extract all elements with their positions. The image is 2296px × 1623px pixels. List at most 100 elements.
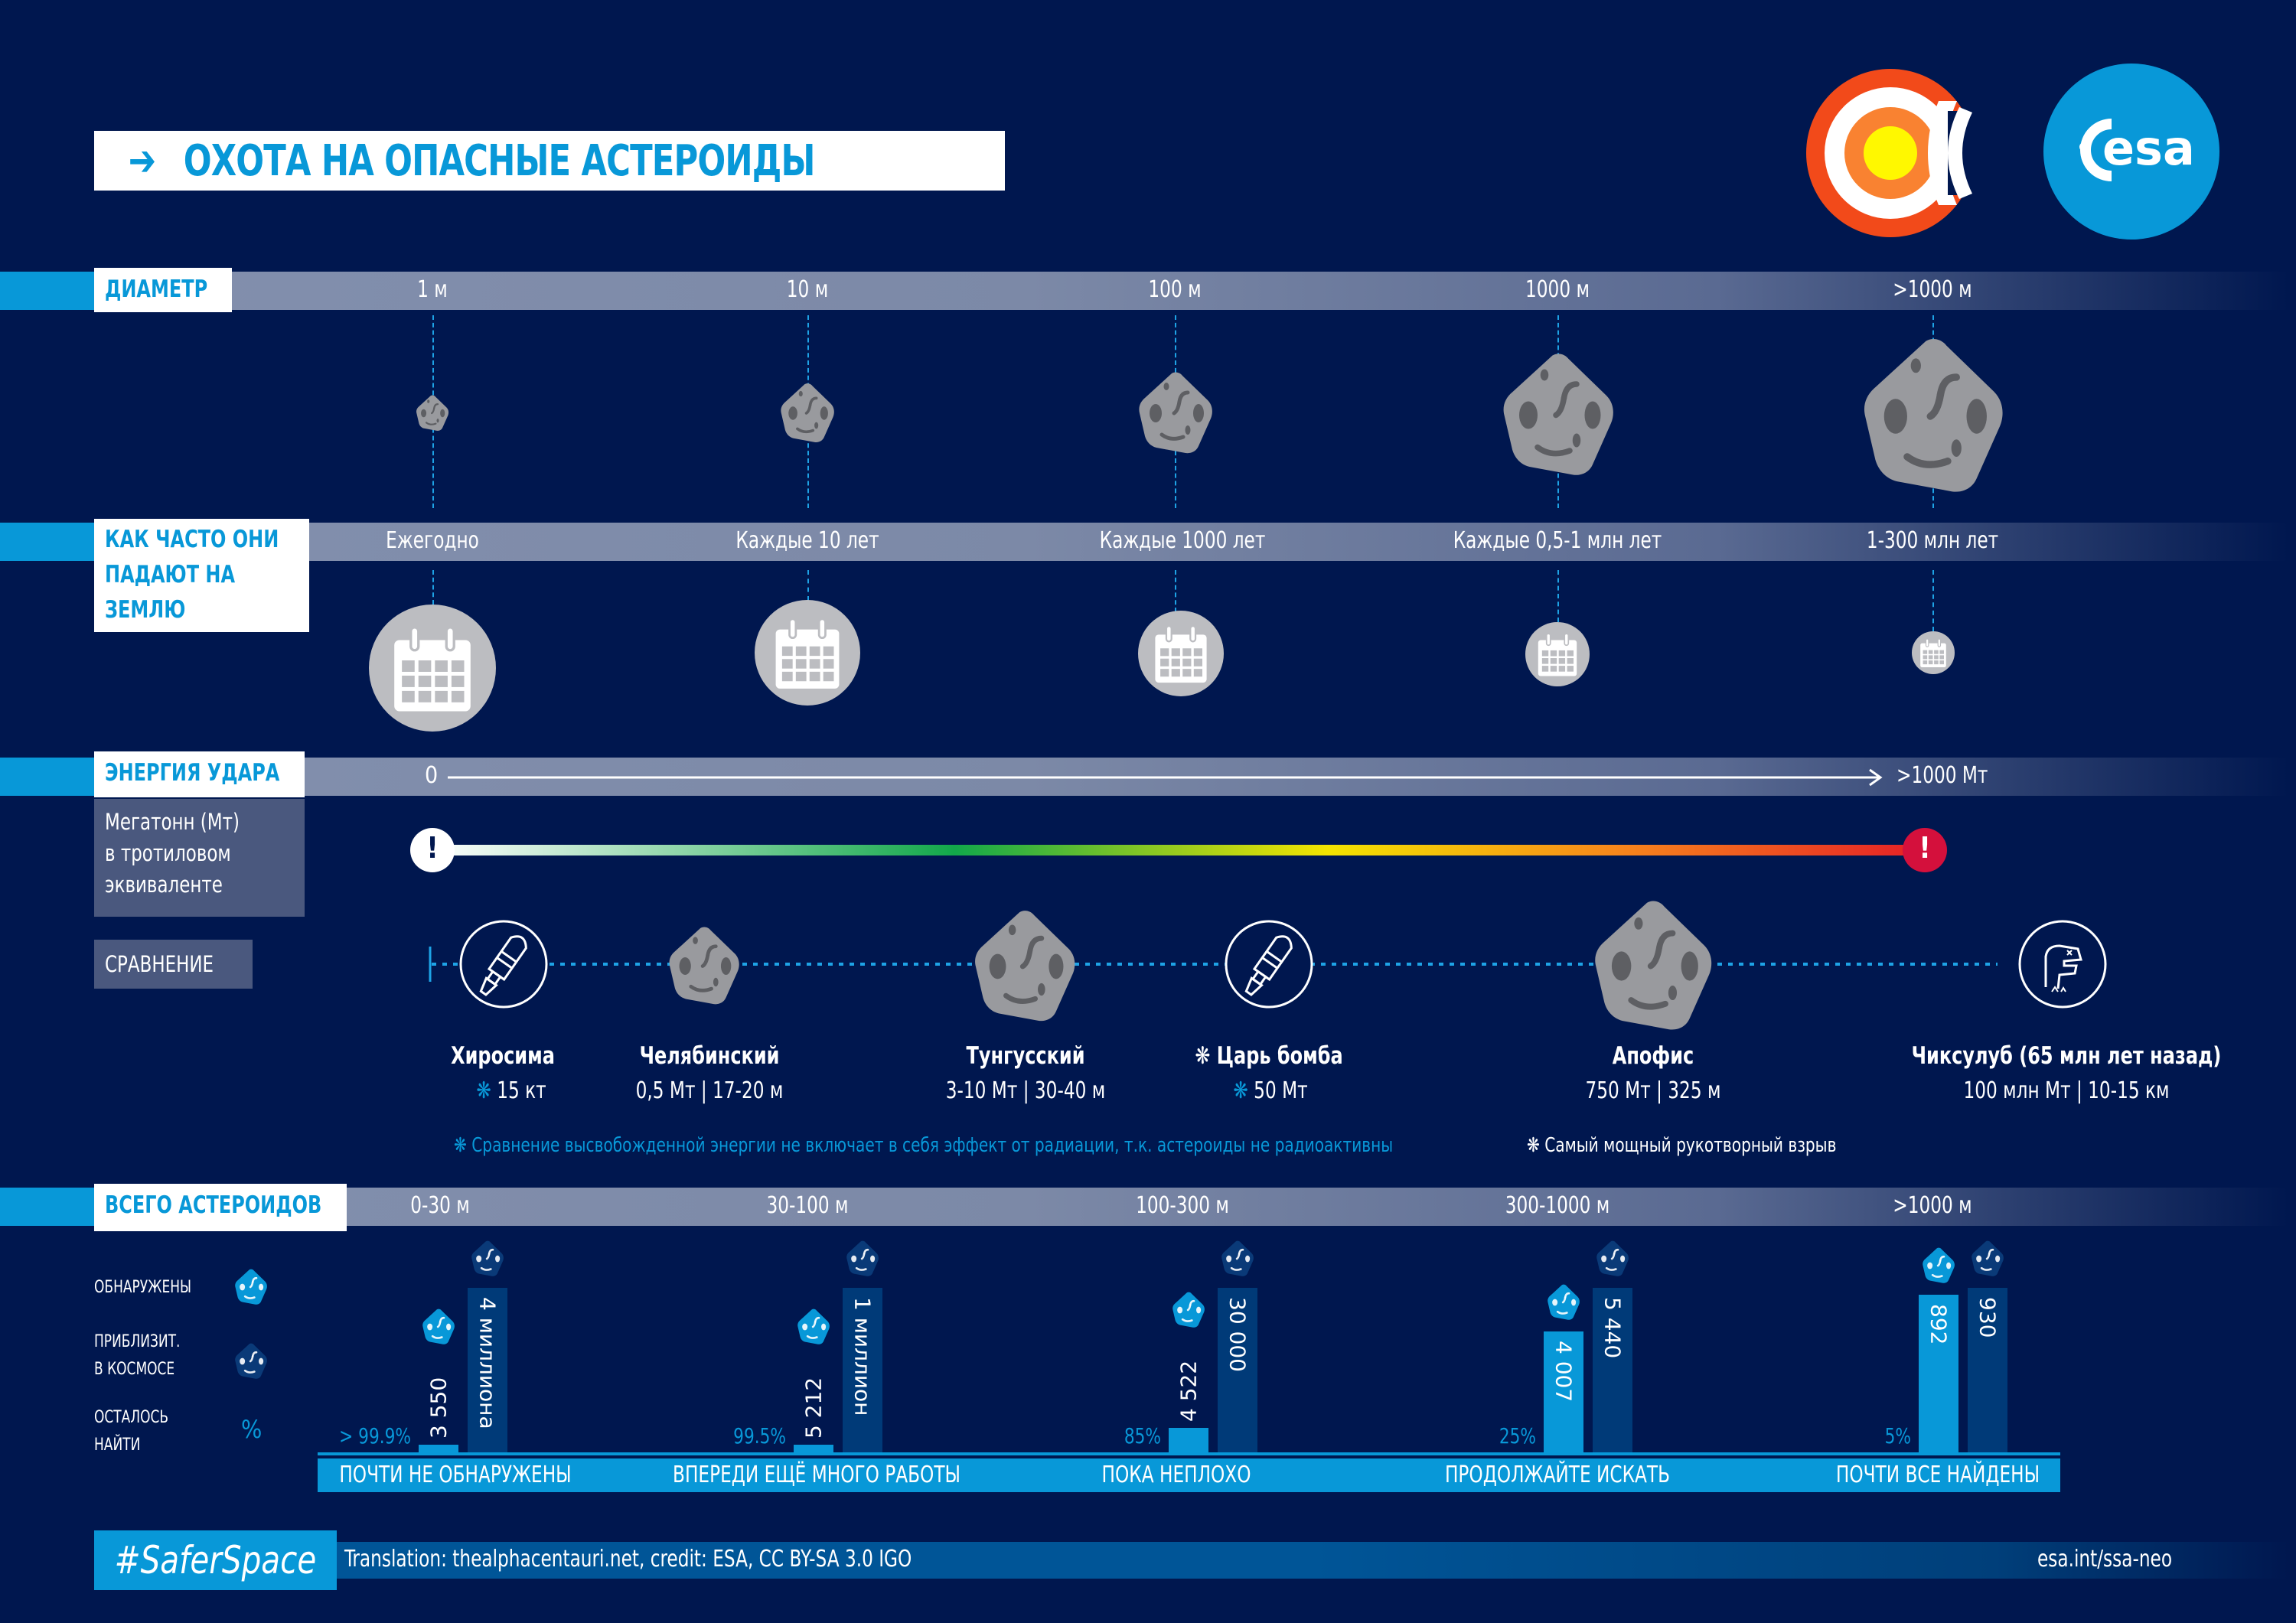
radiation-note: ❋ Сравнение высвобожденной энергии не вк…	[454, 1134, 1394, 1157]
band-accent	[0, 758, 95, 796]
bar-discovered	[1919, 1295, 1958, 1452]
diameter-tick: >1000 м	[1893, 276, 1972, 303]
legend-remaining: ОСТАЛОСЬ НАЙТИ	[94, 1408, 169, 1455]
bar-label-estimated: 30 000	[1225, 1297, 1251, 1372]
bar-label-estimated: 4 миллиона	[475, 1297, 501, 1429]
energy-scale-end: >1000 Мт	[1896, 762, 1988, 789]
calendar-icon	[1138, 611, 1224, 696]
note-marker-white-icon: ❋	[1195, 1042, 1217, 1070]
diameter-label: ДИАМЕТР	[94, 268, 232, 312]
totals-band	[0, 1188, 2288, 1226]
bomb-icon	[1225, 920, 1313, 1009]
bar-label-discovered: 4 522	[1176, 1360, 1202, 1422]
verdict: ПОКА НЕПЛОХО	[1101, 1462, 1251, 1488]
frequency-tick: Каждые 1000 лет	[1099, 527, 1266, 554]
energy-scale-start: 0	[425, 762, 439, 789]
percent-symbol: %	[241, 1415, 263, 1444]
asteroid-icon	[1133, 371, 1218, 455]
dinosaur-icon	[2018, 920, 2107, 1009]
frequency-tick: Каждые 0,5-1 млн лет	[1453, 527, 1662, 554]
bar-label-estimated: 1 миллион	[850, 1297, 876, 1416]
comparison-value: ❋ 50 Мт	[1233, 1077, 1308, 1104]
calendar-icon	[755, 600, 860, 706]
hashtag: #SaferSpace	[114, 1538, 317, 1582]
comparison-label: СРАВНЕНИЕ	[94, 940, 253, 989]
guide-line	[432, 570, 434, 605]
note-marker-white-icon: ❋	[1527, 1134, 1545, 1157]
remaining-percent: 25%	[1499, 1423, 1536, 1449]
bar-estimated	[1968, 1288, 2007, 1452]
guide-line	[1175, 570, 1176, 612]
warning-end-icon	[1903, 828, 1947, 872]
size-range-tick: 30-100 м	[766, 1192, 849, 1219]
esa-logo: esa	[2043, 64, 2219, 240]
arrow-right-icon: ➔	[128, 135, 167, 186]
band-accent	[0, 1188, 95, 1226]
remaining-percent: > 99.9%	[339, 1423, 411, 1449]
asteroid-icon	[416, 394, 449, 432]
bar-label-discovered: 892	[1926, 1304, 1952, 1345]
diameter-band	[0, 272, 2288, 310]
calendar-icon	[369, 605, 496, 732]
bar-discovered	[1169, 1428, 1208, 1452]
warning-start-glyph: !	[426, 831, 439, 865]
remaining-percent: 5%	[1884, 1423, 1911, 1449]
note-marker-blue-icon: ❋	[476, 1077, 497, 1104]
comparison-value: 750 Мт | 325 м	[1585, 1077, 1721, 1104]
alpha-centauri-logo	[1806, 69, 2001, 237]
bar-estimated	[1593, 1288, 1632, 1452]
title-text: ОХОТА НА ОПАСНЫЕ АСТЕРОИДЫ	[183, 135, 816, 186]
size-range-tick: 0-30 м	[410, 1192, 470, 1219]
asteroid-discovered-icon	[422, 1309, 455, 1345]
note-marker-blue-icon: ❋	[454, 1134, 472, 1157]
footer-url[interactable]: esa.int/ssa-neo	[2037, 1546, 2173, 1572]
bar-label-discovered: 3 550	[426, 1377, 452, 1439]
asteroid-estimated-icon	[846, 1240, 879, 1277]
size-range-tick: 100-300 м	[1136, 1192, 1229, 1219]
frequency-tick: Каждые 10 лет	[735, 527, 879, 554]
calendar-icon	[1525, 622, 1590, 686]
guide-line	[1557, 570, 1559, 622]
comparison-name: Чиксулуб (65 млн лет назад)	[1911, 1042, 2222, 1070]
diameter-tick: 100 м	[1148, 276, 1202, 303]
page-title: ➔ ОХОТА НА ОПАСНЫЕ АСТЕРОИДЫ	[94, 131, 1005, 191]
calendar-icon	[1912, 631, 1955, 674]
bar-label-estimated: 5 440	[1600, 1297, 1626, 1359]
frequency-tick: 1-300 млн лет	[1866, 527, 1999, 554]
legend-estimated: ПРИБЛИЗИТ. В КОСМОСЕ	[94, 1332, 181, 1379]
bar-label-discovered: 5 212	[801, 1377, 827, 1439]
comparison-name: Челябинский	[639, 1042, 780, 1070]
tsar-bomba-note: ❋ Самый мощный рукотворный взрыв	[1527, 1134, 1837, 1157]
asteroid-icon	[1852, 337, 2014, 496]
bar-discovered	[419, 1445, 458, 1452]
asteroid-discovered-icon	[1172, 1292, 1205, 1328]
esa-logo-text: esa	[2102, 120, 2195, 176]
comparison-value: 3-10 Мт | 30-40 м	[945, 1077, 1106, 1104]
band-accent	[0, 523, 95, 561]
frequency-tick: Ежегодно	[386, 527, 479, 554]
verdict: ПОЧТИ ВСЕ НАЙДЕНЫ	[1835, 1462, 2040, 1488]
comparison-name: ❋ Царь бомба	[1195, 1042, 1343, 1070]
asteroid-estimated-icon	[1596, 1240, 1629, 1277]
diameter-tick: 1000 м	[1525, 276, 1590, 303]
asteroid-discovered-icon	[797, 1309, 830, 1345]
comparison-value: 100 млн Мт | 10-15 км	[1963, 1077, 2170, 1104]
asteroid-estimated-icon	[234, 1343, 268, 1380]
warning-start-icon	[410, 828, 455, 872]
remaining-percent: 99.5%	[733, 1423, 786, 1449]
chart-baseline	[318, 1452, 2060, 1455]
footer-credit: Translation: thealphacentauri.net, credi…	[344, 1546, 912, 1572]
diameter-tick: 1 м	[417, 276, 448, 303]
bar-label-estimated: 930	[1975, 1297, 2001, 1338]
energy-unit-box: Мегатонн (Мт) в тротиловом эквиваленте	[94, 799, 305, 917]
verdict-strip	[318, 1458, 2060, 1492]
warning-end-glyph: !	[1919, 831, 1931, 865]
bar-estimated	[843, 1288, 882, 1452]
frequency-band	[0, 523, 2288, 561]
asteroid-discovered-icon	[1547, 1284, 1580, 1321]
asteroid-estimated-icon	[1221, 1240, 1254, 1277]
totals-label: ВСЕГО АСТЕРОИДОВ	[94, 1184, 347, 1231]
guide-line	[807, 570, 809, 601]
bar-estimated	[1218, 1288, 1257, 1452]
